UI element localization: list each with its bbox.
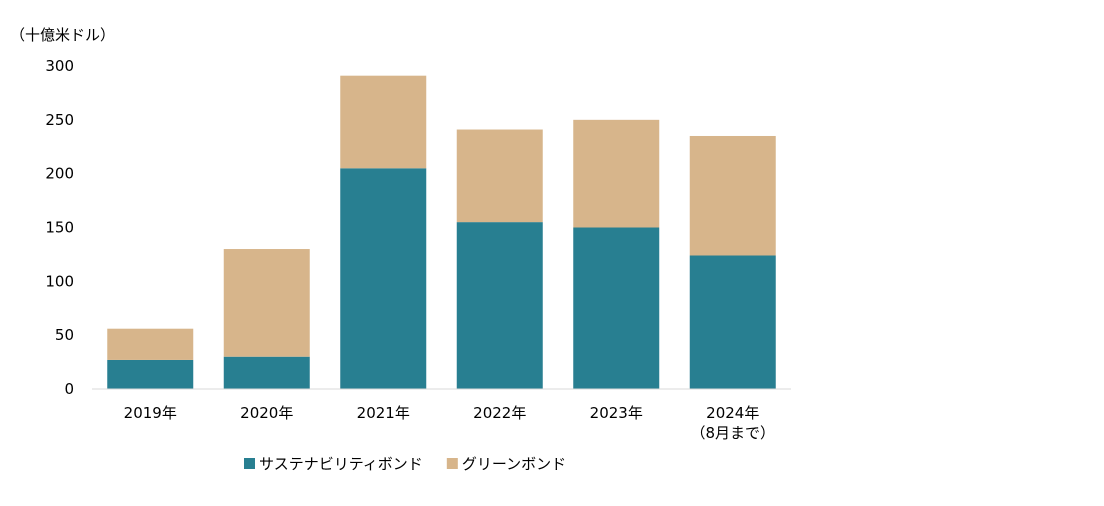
bar-segment-series-1-category-5 bbox=[689, 135, 776, 256]
x-axis-ticks: 2019年 2020年 2021年 2022年 2023年 2024年（8月まで） bbox=[124, 404, 775, 442]
y-tick-label: 0 bbox=[64, 380, 74, 398]
legend-swatch-1 bbox=[446, 458, 458, 469]
bar-segment-series-0-category-0 bbox=[107, 359, 194, 389]
bar-segment-series-0-category-1 bbox=[223, 356, 310, 389]
bar-segment-series-1-category-1 bbox=[223, 249, 310, 357]
y-tick-label: 250 bbox=[45, 111, 74, 129]
y-axis-unit-label: （十億米ドル） bbox=[10, 26, 115, 44]
legend-label-1: グリーンボンド bbox=[462, 455, 566, 473]
y-tick-label: 100 bbox=[45, 272, 74, 290]
bar-segment-series-0-category-4 bbox=[573, 227, 660, 389]
x-tick-label: 2020年 bbox=[240, 404, 293, 422]
bar-segment-series-1-category-3 bbox=[456, 129, 543, 223]
bar-segment-series-1-category-2 bbox=[340, 75, 427, 169]
legend-swatch-0 bbox=[244, 458, 255, 469]
x-tick-label: 2021年 bbox=[357, 404, 410, 422]
x-tick-label: 2023年 bbox=[590, 404, 643, 422]
y-tick-label: 150 bbox=[45, 219, 74, 237]
legend-label-0: サステナビリティボンド bbox=[259, 455, 423, 473]
bar-segment-series-0-category-3 bbox=[456, 222, 543, 389]
y-tick-label: 200 bbox=[45, 165, 74, 183]
x-tick-label: 2024年（8月まで） bbox=[690, 404, 775, 442]
x-tick-label: 2022年 bbox=[473, 404, 526, 422]
legend: サステナビリティボンド グリーンボンド bbox=[244, 455, 566, 473]
bar-segment-series-0-category-5 bbox=[689, 255, 776, 389]
x-tick-label: 2019年 bbox=[124, 404, 177, 422]
y-tick-label: 300 bbox=[45, 57, 74, 75]
y-axis-ticks: 0 50 100 150 200 250 300 bbox=[45, 57, 74, 398]
bar-segment-series-0-category-2 bbox=[340, 168, 427, 389]
bar-segment-series-1-category-0 bbox=[107, 328, 194, 360]
bar-segment-series-1-category-4 bbox=[573, 119, 660, 228]
bars-group bbox=[107, 75, 776, 389]
y-tick-label: 50 bbox=[55, 326, 74, 344]
